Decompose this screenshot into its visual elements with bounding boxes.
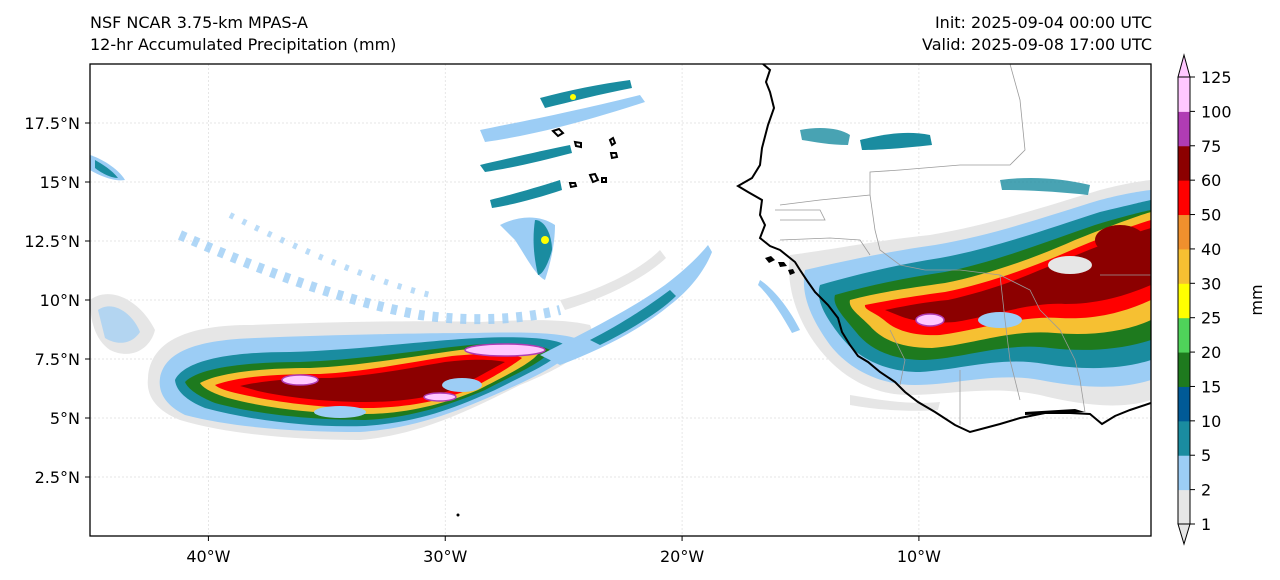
lat-tick-label: 10°N [40, 291, 80, 310]
colorbar-swatch [1178, 386, 1190, 422]
colorbar-swatch [1178, 180, 1190, 216]
colorbar-tick-label: 10 [1201, 412, 1221, 431]
lon-tick-label: 30°W [423, 547, 467, 566]
colorbar-swatch [1178, 352, 1190, 387]
colorbar-tick-label: 2 [1201, 481, 1211, 500]
lat-tick-label: 7.5°N [35, 350, 80, 369]
africa-precip [758, 127, 1151, 411]
valid-time: Valid: 2025-09-08 17:00 UTC [921, 35, 1152, 54]
colorbar-tick-label: 40 [1201, 240, 1221, 259]
field-title: 12-hr Accumulated Precipitation (mm) [90, 35, 397, 54]
colorbar-swatch [1178, 489, 1190, 525]
colorbar-swatch [1178, 420, 1190, 456]
colorbar-swatch [1178, 77, 1190, 112]
cape-verde-islands [551, 127, 619, 189]
colorbar-tick-label: 5 [1201, 446, 1211, 465]
latitude-axis: 17.5°N 15°N 12.5°N 10°N 7.5°N 5°N 2.5°N [24, 114, 90, 487]
colorbar-swatch [1178, 214, 1190, 250]
model-title: NSF NCAR 3.75-km MPAS-A [90, 13, 308, 32]
colorbar-unit-label: mm [1247, 284, 1266, 315]
lat-tick-label: 17.5°N [24, 114, 80, 133]
colorbar-swatch [1178, 455, 1190, 491]
lon-tick-label: 10°W [897, 547, 941, 566]
title-block: NSF NCAR 3.75-km MPAS-A 12-hr Accumulate… [90, 12, 396, 56]
lon-tick-label: 40°W [186, 547, 230, 566]
init-time: Init: 2025-09-04 00:00 UTC [934, 13, 1152, 32]
colorbar-swatch [1178, 283, 1190, 319]
longitude-axis: 40°W 30°W 20°W 10°W [186, 536, 941, 566]
colorbar-frame [1177, 76, 1191, 525]
colorbar-tick-label: 25 [1201, 309, 1221, 328]
time-block: Init: 2025-09-04 00:00 UTC Valid: 2025-0… [922, 12, 1152, 56]
colorbar-swatch [1178, 111, 1190, 147]
colorbar-tick-label: 60 [1201, 171, 1221, 190]
country-borders [775, 64, 1151, 425]
colorbar-tick-label: 50 [1201, 206, 1221, 225]
colorbar-tick-label: 20 [1201, 343, 1221, 362]
lat-tick-label: 2.5°N [35, 468, 80, 487]
lat-tick-label: 5°N [50, 409, 80, 428]
colorbar-swatch [1178, 248, 1190, 284]
itcz-band [147, 320, 592, 440]
colorbar-swatch [1178, 145, 1190, 181]
colorbar-tick-label: 15 [1201, 377, 1221, 396]
lat-tick-label: 12.5°N [24, 232, 80, 251]
colorbar-tick-label: 100 [1201, 102, 1232, 121]
colorbar-extend-min [1177, 523, 1191, 546]
colorbar-swatch [1178, 317, 1190, 353]
colorbar-extend-max [1177, 53, 1191, 78]
lon-tick-label: 20°W [660, 547, 704, 566]
colorbar-tick-label: 30 [1201, 274, 1221, 293]
west-africa-coastline [736, 64, 1151, 434]
colorbar-tick-label: 1 [1201, 515, 1211, 534]
colorbar-tick-label: 125 [1201, 68, 1232, 87]
colorbar-tick-label: 75 [1201, 137, 1221, 156]
small-island [456, 513, 460, 517]
lat-tick-label: 15°N [40, 173, 80, 192]
precip-field [90, 80, 1151, 440]
coastlines [456, 64, 1151, 517]
